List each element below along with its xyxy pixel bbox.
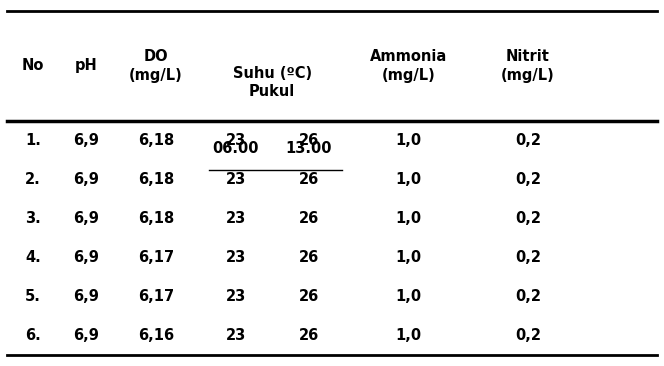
Text: Ammonia
(mg/L): Ammonia (mg/L) [370, 49, 447, 83]
Text: 3.: 3. [25, 211, 41, 226]
Text: 23: 23 [226, 289, 246, 304]
Text: 13.00: 13.00 [286, 141, 332, 156]
Text: 6,9: 6,9 [74, 172, 99, 187]
Text: 26: 26 [299, 289, 319, 304]
Text: 26: 26 [299, 172, 319, 187]
Text: pH: pH [75, 59, 98, 73]
Text: 6,9: 6,9 [74, 328, 99, 343]
Text: 2.: 2. [25, 172, 41, 187]
Text: 6,18: 6,18 [138, 172, 174, 187]
Text: 26: 26 [299, 133, 319, 148]
Text: 0,2: 0,2 [515, 211, 541, 226]
Text: 1.: 1. [25, 133, 41, 148]
Text: 06.00: 06.00 [212, 141, 259, 156]
Text: 6,9: 6,9 [74, 211, 99, 226]
Text: Suhu (ºC)
Pukul: Suhu (ºC) Pukul [232, 66, 312, 99]
Text: 1,0: 1,0 [395, 133, 422, 148]
Text: 1,0: 1,0 [395, 172, 422, 187]
Text: 23: 23 [226, 133, 246, 148]
Text: 6,17: 6,17 [138, 250, 174, 265]
Text: 0,2: 0,2 [515, 328, 541, 343]
Text: 23: 23 [226, 211, 246, 226]
Text: 0,2: 0,2 [515, 133, 541, 148]
Text: 26: 26 [299, 211, 319, 226]
Text: 4.: 4. [25, 250, 41, 265]
Text: 1,0: 1,0 [395, 289, 422, 304]
Text: 23: 23 [226, 172, 246, 187]
Text: 23: 23 [226, 250, 246, 265]
Text: No: No [22, 59, 44, 73]
Text: 6.: 6. [25, 328, 41, 343]
Text: DO
(mg/L): DO (mg/L) [129, 49, 183, 83]
Text: 0,2: 0,2 [515, 250, 541, 265]
Text: 1,0: 1,0 [395, 211, 422, 226]
Text: 1,0: 1,0 [395, 328, 422, 343]
Text: 5.: 5. [25, 289, 41, 304]
Text: 6,16: 6,16 [138, 328, 174, 343]
Text: 26: 26 [299, 328, 319, 343]
Text: 6,9: 6,9 [74, 289, 99, 304]
Text: 23: 23 [226, 328, 246, 343]
Text: 6,17: 6,17 [138, 289, 174, 304]
Text: Nitrit
(mg/L): Nitrit (mg/L) [501, 49, 554, 83]
Text: 1,0: 1,0 [395, 250, 422, 265]
Text: 0,2: 0,2 [515, 289, 541, 304]
Text: 6,18: 6,18 [138, 133, 174, 148]
Text: 6,9: 6,9 [74, 133, 99, 148]
Text: 6,18: 6,18 [138, 211, 174, 226]
Text: 0,2: 0,2 [515, 172, 541, 187]
Text: 26: 26 [299, 250, 319, 265]
Text: 6,9: 6,9 [74, 250, 99, 265]
